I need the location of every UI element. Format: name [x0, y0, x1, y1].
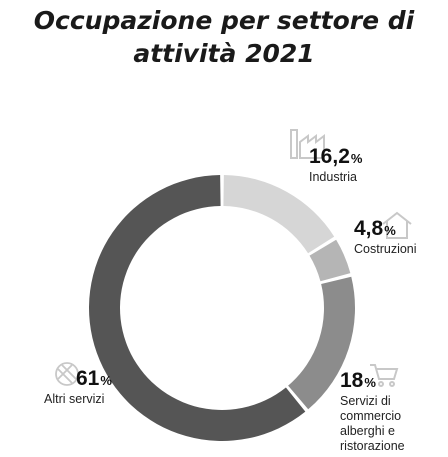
name-servizi-commercio-4: ristorazione — [340, 439, 405, 453]
label-costruzioni: 4,8% Costruzioni — [354, 218, 417, 257]
label-altri-servizi: 61% Altri servizi — [44, 368, 112, 407]
value-industria: 16,2% — [309, 145, 363, 168]
house-icon — [382, 211, 412, 239]
slice-0 — [223, 175, 335, 254]
slice-2 — [288, 276, 355, 410]
chart-title-line-1: Occupazione per settore di — [33, 6, 415, 35]
slice-3 — [89, 175, 306, 441]
shopping-cart-icon — [370, 364, 399, 387]
name-industria: Industria — [309, 170, 357, 184]
factory-icon — [290, 129, 325, 159]
label-servizi-commercio: 18% Servizi di commercio alberghi e rist… — [340, 370, 405, 454]
name-altri-servizi: Altri servizi — [44, 392, 105, 406]
label-industria: 16,2% Industria — [309, 146, 362, 185]
name-servizi-commercio-3: alberghi e — [340, 424, 395, 438]
value-altri-servizi: 61% — [76, 367, 112, 390]
name-servizi-commercio-2: commercio — [340, 409, 402, 423]
slice-1 — [309, 239, 351, 282]
value-servizi-commercio: 18% — [340, 369, 376, 392]
chart-title-line-2: attività 2021 — [133, 39, 315, 68]
name-costruzioni: Costruzioni — [354, 242, 417, 256]
value-costruzioni: 4,8% — [354, 217, 396, 240]
name-servizi-commercio-1: Servizi di — [340, 394, 391, 408]
globe-icon — [55, 362, 79, 386]
chart-title: Occupazione per settore di attività 2021 — [0, 4, 448, 70]
